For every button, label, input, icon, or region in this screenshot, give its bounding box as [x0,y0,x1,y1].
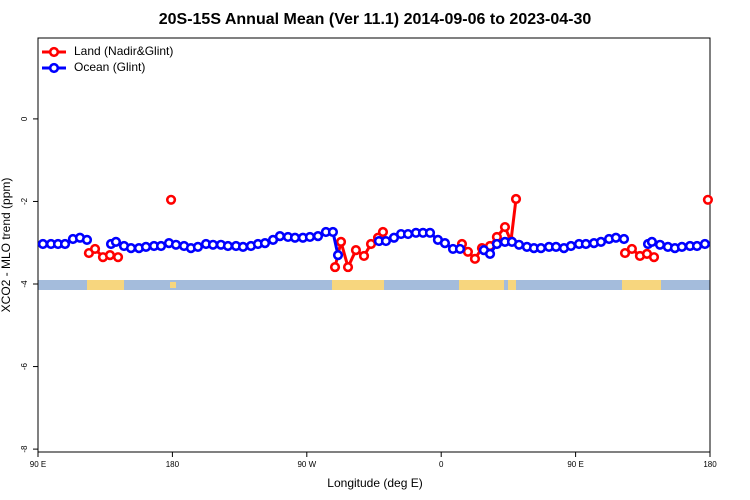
data-point [274,231,286,242]
legend-label: Ocean (Glint) [74,60,145,74]
x-tick-label: 90 E [567,460,583,469]
data-point [89,243,101,255]
legend-label: Land (Nadir&Glint) [74,44,173,58]
data-point [59,238,71,250]
data-point [37,238,49,250]
data-point [350,245,362,256]
land-patch [170,282,176,288]
data-point [155,240,167,252]
data-point [454,243,466,255]
data-point [676,241,688,252]
legend-marker [48,46,60,58]
data-point [499,221,511,233]
data-point [699,238,711,250]
data-point [312,231,324,242]
data-point [140,241,152,252]
data-point [654,239,666,250]
data-point [342,261,354,273]
data-point [646,236,658,248]
land-patch [508,280,516,290]
data-point [259,238,271,249]
y-tick-label: -6 [20,362,29,370]
data-point [535,242,547,254]
data-point [222,240,234,252]
data-point [402,228,414,240]
data-point [125,242,137,254]
data-point [619,247,631,259]
data-point [626,243,637,255]
data-point [332,250,344,261]
data-point [207,239,219,250]
data-point [289,232,301,243]
y-tick-label: -8 [20,445,29,453]
x-tick-label: 180 [166,460,180,469]
chart-title: 20S-15S Annual Mean (Ver 11.1) 2014-09-0… [159,11,592,28]
data-point [424,227,436,238]
surface-mask [38,280,710,290]
y-axis-label: XCO2 - MLO trend (ppm) [0,178,13,313]
data-point [484,248,496,259]
data-point [237,241,249,252]
legend-marker [48,62,60,74]
data-point [327,226,339,238]
data-point [565,240,577,252]
data-point [165,194,177,205]
data-point [550,241,562,252]
x-tick-label: 90 W [297,460,316,469]
data-point [335,236,347,248]
data-point [595,236,607,248]
data-point [469,253,481,264]
data-point [691,240,703,252]
data-point [104,250,116,261]
data-point [618,233,630,245]
data-point [462,246,474,257]
land-patch [87,280,124,290]
data-point [491,238,503,250]
y-tick-label: 0 [20,116,29,121]
x-axis-label: Longitude (deg E) [327,476,422,490]
data-point [329,261,341,273]
data-point [380,235,392,247]
data-point [580,238,592,250]
data-point [702,194,714,205]
x-tick-label: 0 [439,460,444,469]
data-point [510,193,522,205]
data-point [513,239,525,250]
data-point [610,232,622,243]
land-patch [332,280,384,290]
land-patch [459,280,504,290]
x-tick-label: 180 [703,460,717,469]
x-tick-label: 90 E [30,460,46,469]
land-patch [622,280,661,290]
data-point [648,252,660,263]
y-tick-label: -2 [20,197,29,205]
data-point [439,238,451,249]
data-point [365,238,377,250]
data-point [358,250,370,262]
data-point [112,252,124,263]
y-tick-label: -4 [20,280,29,288]
data-point [304,231,316,243]
data-point [170,239,182,250]
data-point [81,234,93,245]
data-point [192,241,204,252]
data-point [377,226,389,238]
data-point [110,236,122,248]
